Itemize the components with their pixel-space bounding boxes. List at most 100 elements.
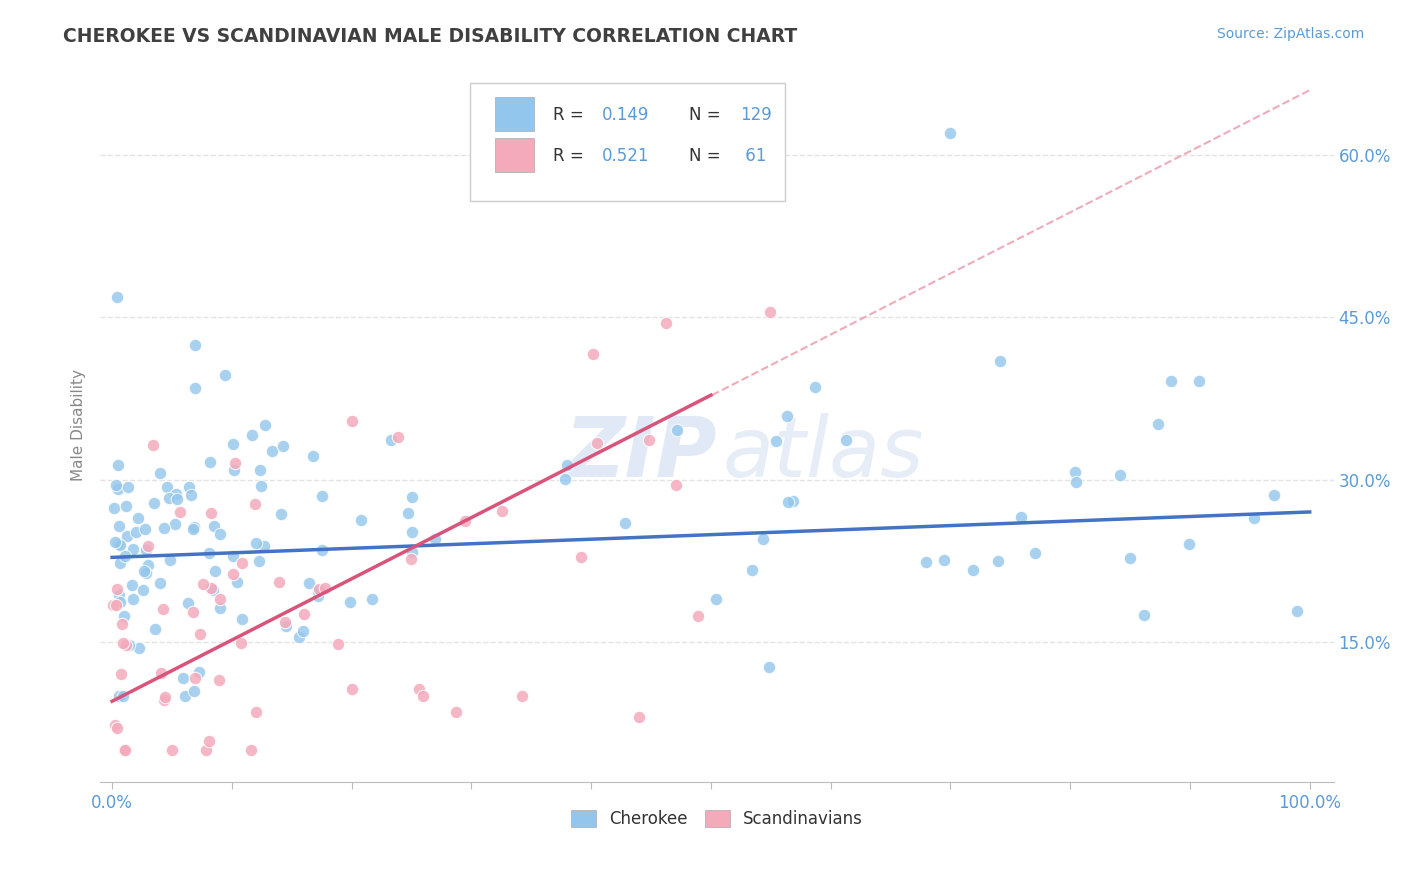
Point [183,684,205,698]
Point [260,443,283,458]
Point [121,577,143,591]
Point [1178,537,1201,551]
Point [245,705,267,719]
FancyBboxPatch shape [470,83,785,201]
Point [314,581,336,595]
Point [231,612,253,626]
Point [107,518,129,533]
Point [934,553,956,567]
Text: R =: R = [553,106,589,124]
Point [135,566,157,581]
Point [987,554,1010,568]
Point [156,480,179,494]
Point [208,673,231,687]
Point [688,609,710,624]
Point [136,539,159,553]
Point [444,705,467,719]
Point [148,576,170,591]
Point [638,433,661,447]
Point [1064,475,1087,489]
Point [107,458,129,472]
Point [270,507,292,521]
Point [412,689,434,703]
Point [172,671,194,685]
Point [118,638,141,652]
Point [249,463,271,477]
Point [112,743,135,757]
Point [173,689,195,703]
Point [1063,465,1085,479]
Point [101,598,124,612]
Point [132,565,155,579]
Point [307,584,329,599]
Text: 61: 61 [741,146,766,165]
Point [311,489,333,503]
Point [269,574,291,589]
Point [135,543,157,558]
Point [204,564,226,578]
Point [665,478,688,492]
Point [1263,487,1285,501]
Point [288,630,311,644]
Point [110,556,132,570]
Point [105,598,128,612]
Point [302,450,325,464]
Point [153,690,176,704]
Text: R =: R = [553,146,589,165]
Point [115,529,138,543]
Point [152,602,174,616]
Point [176,596,198,610]
Point [198,734,221,748]
Point [110,538,132,552]
Text: CHEROKEE VS SCANDINAVIAN MALE DISABILITY CORRELATION CHART: CHEROKEE VS SCANDINAVIAN MALE DISABILITY… [63,27,797,45]
Point [194,743,217,757]
Point [104,535,127,549]
Point [208,527,231,541]
Point [1010,509,1032,524]
Point [758,305,780,319]
Text: 0.149: 0.149 [602,106,650,124]
Point [253,417,276,432]
Point [142,496,165,510]
Point [169,505,191,519]
Point [340,681,363,696]
Point [361,592,384,607]
Point [1146,417,1168,431]
Point [180,488,202,502]
Point [311,543,333,558]
Point [188,665,211,680]
Point [224,456,246,470]
Point [200,581,222,595]
FancyBboxPatch shape [495,137,534,172]
Point [153,693,176,707]
Text: N =: N = [689,106,725,124]
Point [454,514,477,528]
Point [491,504,513,518]
Point [758,660,780,674]
Point [114,743,136,757]
Point [136,558,159,573]
Point [752,532,775,546]
Point [401,490,423,504]
Point [231,557,253,571]
Point [250,479,273,493]
Point [188,627,211,641]
Point [704,592,727,607]
Point [127,511,149,525]
Point [107,536,129,550]
Point [614,516,637,531]
Point [117,480,139,494]
Point [582,347,605,361]
Point [239,743,262,757]
Point [423,532,446,546]
Point [125,524,148,539]
Point [340,414,363,428]
Point [115,499,138,513]
Point [231,636,253,650]
Point [103,501,125,516]
Point [110,595,132,609]
Point [222,567,245,582]
Point [1133,608,1156,623]
Point [1118,550,1140,565]
Point [1024,546,1046,560]
